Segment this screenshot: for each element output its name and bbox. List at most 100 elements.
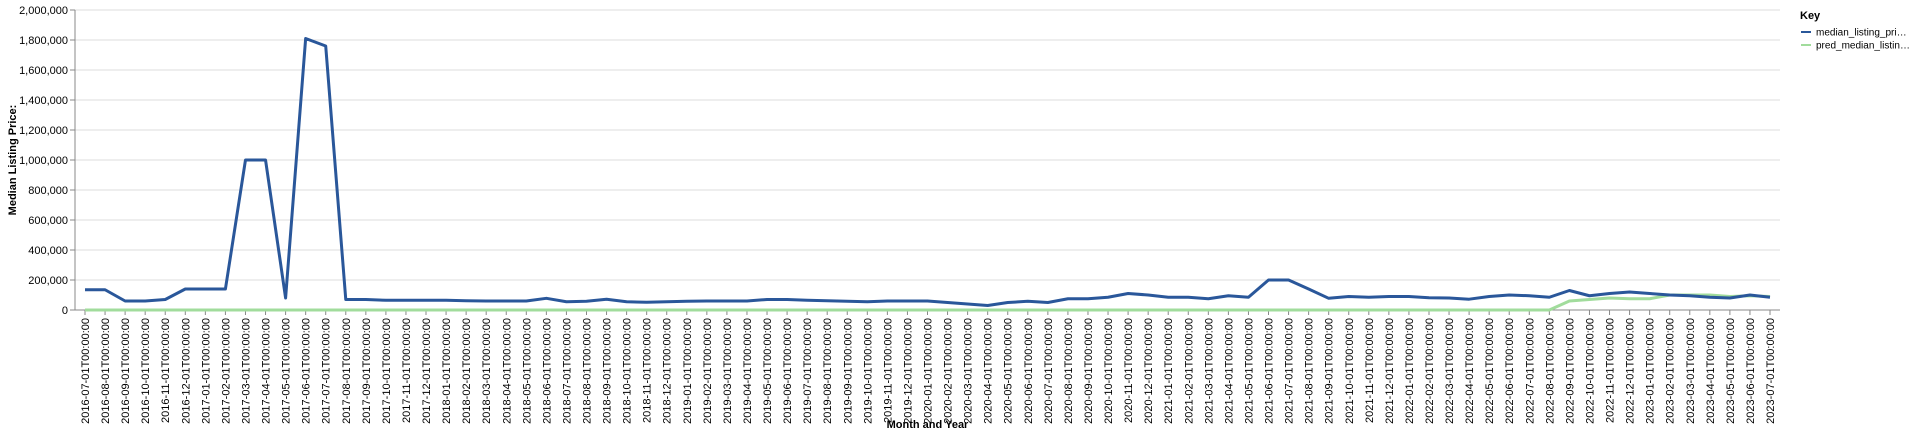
x-tick-label: 2023-07-01T00:00:00: [1765, 318, 1777, 424]
x-tick-label: 2018-03-01T00:00:00: [481, 318, 493, 424]
x-tick-label: 2018-05-01T00:00:00: [521, 318, 533, 424]
x-tick-label: 2018-11-01T00:00:00: [642, 318, 654, 423]
y-tick-label: 1,800,000: [19, 35, 68, 47]
series-line: [85, 293, 1771, 312]
x-tick-label: 2022-03-01T00:00:00: [1444, 318, 1456, 424]
x-tick-label: 2017-02-01T00:00:00: [220, 318, 232, 424]
x-tick-label: 2017-06-01T00:00:00: [301, 318, 313, 424]
x-tick-label: 2019-03-01T00:00:00: [722, 318, 734, 424]
x-tick-label: 2017-04-01T00:00:00: [261, 318, 273, 424]
x-tick-label: 2022-04-01T00:00:00: [1464, 318, 1476, 424]
x-tick-label: 2017-09-01T00:00:00: [361, 318, 373, 424]
x-tick-label: 2017-07-01T00:00:00: [321, 318, 333, 424]
x-tick-label: 2016-07-01T00:00:00: [80, 318, 92, 424]
x-tick-label: 2020-02-01T00:00:00: [943, 318, 955, 424]
x-tick-label: 2019-10-01T00:00:00: [862, 318, 874, 424]
x-tick-label: 2018-10-01T00:00:00: [622, 318, 634, 424]
x-tick-label: 2020-08-01T00:00:00: [1063, 318, 1075, 424]
y-tick-label: 800,000: [28, 185, 68, 197]
x-tick-label: 2020-05-01T00:00:00: [1003, 318, 1015, 424]
x-tick-label: 2023-02-01T00:00:00: [1665, 318, 1677, 424]
x-tick-label: 2021-11-01T00:00:00: [1364, 318, 1376, 423]
x-tick-label: 2020-10-01T00:00:00: [1103, 318, 1115, 424]
y-tick-label: 200,000: [28, 275, 68, 287]
x-tick-label: 2022-02-01T00:00:00: [1424, 318, 1436, 424]
series-lines: [85, 37, 1771, 312]
y-tick-label: 2,000,000: [19, 5, 68, 17]
x-tick-label: 2019-01-01T00:00:00: [682, 318, 694, 424]
x-tick-label: 2020-11-01T00:00:00: [1123, 318, 1135, 423]
x-tick-label: 2023-05-01T00:00:00: [1725, 318, 1737, 424]
x-tick-label: 2017-03-01T00:00:00: [240, 318, 252, 424]
x-tick-label: 2018-12-01T00:00:00: [662, 318, 674, 424]
y-tick-label: 600,000: [28, 215, 68, 227]
x-tick-label: 2020-07-01T00:00:00: [1043, 318, 1055, 424]
x-tick-label: 2016-10-01T00:00:00: [140, 318, 152, 424]
legend-title: Key: [1800, 10, 1821, 22]
y-tick-label: 0: [62, 305, 68, 317]
x-tick-label: 2019-05-01T00:00:00: [762, 318, 774, 424]
x-tick-label: 2022-01-01T00:00:00: [1404, 318, 1416, 424]
legend-items: median_listing_pri… pred_median_listin…: [1801, 28, 1910, 52]
x-tick-label: 2022-06-01T00:00:00: [1504, 318, 1516, 424]
x-tick-label: 2022-12-01T00:00:00: [1625, 318, 1637, 424]
x-tick-label: 2021-05-01T00:00:00: [1243, 318, 1255, 424]
gridlines: [75, 9, 1780, 311]
x-tick-label: 2021-12-01T00:00:00: [1384, 318, 1396, 424]
x-tick-label: 2020-03-01T00:00:00: [963, 318, 975, 424]
x-tick-label: 2021-03-01T00:00:00: [1203, 318, 1215, 424]
x-tick-label: 2017-12-01T00:00:00: [421, 318, 433, 424]
x-tick-label: 2017-08-01T00:00:00: [341, 318, 353, 424]
x-tick-label: 2017-10-01T00:00:00: [381, 318, 393, 424]
x-tick-label: 2018-01-01T00:00:00: [441, 318, 453, 424]
y-axis-title: Median Listing Price:: [7, 105, 19, 216]
x-tick-label: 2018-07-01T00:00:00: [561, 318, 573, 424]
x-tick-label: 2018-09-01T00:00:00: [602, 318, 614, 424]
y-tick-label: 1,000,000: [19, 155, 68, 167]
x-tick-label: 2019-07-01T00:00:00: [802, 318, 814, 424]
x-tick-label: 2020-01-01T00:00:00: [923, 318, 935, 424]
x-axis-title: Month and Year: [887, 419, 969, 431]
x-tick-label: 2020-12-01T00:00:00: [1143, 318, 1155, 424]
x-tick-label: 2021-04-01T00:00:00: [1223, 318, 1235, 424]
y-tick-label: 1,200,000: [19, 125, 68, 137]
x-tick-label: 2022-09-01T00:00:00: [1564, 318, 1576, 424]
x-tick-label: 2019-06-01T00:00:00: [782, 318, 794, 424]
legend: Key median_listing_pri… pred_median_listi…: [1800, 10, 1910, 52]
x-tick-label: 2017-01-01T00:00:00: [200, 318, 212, 424]
x-tick-label: 2020-06-01T00:00:00: [1023, 318, 1035, 424]
x-tick-label: 2019-04-01T00:00:00: [742, 318, 754, 424]
x-tick-label: 2023-04-01T00:00:00: [1705, 318, 1717, 424]
x-tick-label: 2021-01-01T00:00:00: [1163, 318, 1175, 424]
x-tick-label: 2019-02-01T00:00:00: [702, 318, 714, 424]
x-tick-label: 2017-11-01T00:00:00: [401, 318, 413, 423]
x-tick-label: 2020-04-01T00:00:00: [983, 318, 995, 424]
x-tick-label: 2021-07-01T00:00:00: [1284, 318, 1296, 424]
x-tick-label: 2018-02-01T00:00:00: [461, 318, 473, 424]
x-tick-label: 2019-08-01T00:00:00: [822, 318, 834, 424]
x-tick-label: 2019-12-01T00:00:00: [902, 318, 914, 424]
x-tick-label: 2022-10-01T00:00:00: [1584, 318, 1596, 424]
x-tick-label: 2022-05-01T00:00:00: [1484, 318, 1496, 424]
x-tick-label: 2021-06-01T00:00:00: [1264, 318, 1276, 424]
x-tick-label: 2017-05-01T00:00:00: [281, 318, 293, 424]
x-tick-label: 2022-11-01T00:00:00: [1605, 318, 1617, 423]
x-tick-label: 2023-01-01T00:00:00: [1645, 318, 1657, 424]
x-tick-label: 2019-11-01T00:00:00: [882, 318, 894, 423]
y-tick-label: 1,600,000: [19, 65, 68, 77]
x-tick-label: 2020-09-01T00:00:00: [1083, 318, 1095, 424]
x-tick-label: 2016-11-01T00:00:00: [160, 318, 172, 423]
x-tick-label: 2019-09-01T00:00:00: [842, 318, 854, 424]
x-tick-label: 2023-03-01T00:00:00: [1685, 318, 1697, 424]
x-tick-label: 2016-08-01T00:00:00: [100, 318, 112, 424]
x-tick-label: 2021-09-01T00:00:00: [1324, 318, 1336, 424]
x-tick-label: 2016-09-01T00:00:00: [120, 318, 132, 424]
y-axis-ticks: 0 200,000 400,000 600,000 800,000 1,000,000 1,…: [19, 5, 75, 317]
legend-label: pred_median_listin…: [1816, 41, 1910, 52]
x-tick-label: 2018-06-01T00:00:00: [541, 318, 553, 424]
legend-label: median_listing_pri…: [1816, 28, 1907, 39]
x-tick-label: 2018-08-01T00:00:00: [581, 318, 593, 424]
y-tick-label: 400,000: [28, 245, 68, 257]
x-tick-label: 2023-06-01T00:00:00: [1745, 318, 1757, 424]
x-tick-label: 2021-08-01T00:00:00: [1304, 318, 1316, 424]
